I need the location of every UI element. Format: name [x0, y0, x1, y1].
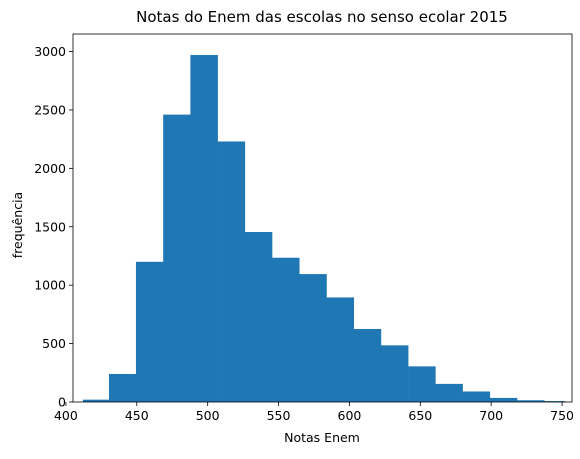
- x-tick-label: 550: [267, 408, 291, 423]
- x-tick-label: 750: [550, 408, 574, 423]
- histogram-bar: [190, 55, 218, 403]
- histogram-bar: [353, 328, 382, 402]
- y-tick-label: 2500: [34, 102, 66, 117]
- bars-group: [82, 55, 566, 403]
- histogram-bar: [272, 257, 300, 402]
- histogram-bar: [244, 232, 273, 402]
- x-tick-label: 700: [479, 408, 503, 423]
- histogram-bar: [109, 373, 137, 402]
- histogram-bar: [544, 401, 566, 402]
- y-axis-label: frequência: [10, 192, 25, 258]
- x-tick-label: 650: [408, 408, 432, 423]
- histogram-bar: [462, 391, 491, 402]
- y-axis-ticks: 0 500 1000 1500 2000 2500 3000: [34, 44, 73, 410]
- histogram-bar: [135, 261, 164, 402]
- histogram-bar: [217, 141, 246, 402]
- x-axis-label: Notas Enem: [284, 430, 360, 445]
- histogram-bar: [435, 383, 463, 402]
- plot-frame: [72, 33, 573, 403]
- y-tick-label: 0: [58, 395, 66, 410]
- y-tick-label: 2000: [34, 161, 66, 176]
- y-tick-label: 1000: [34, 278, 66, 293]
- y-tick-label: 3000: [34, 44, 66, 59]
- histogram-bar: [489, 397, 518, 402]
- x-tick-label: 500: [196, 408, 220, 423]
- histogram-bar: [326, 297, 354, 402]
- histogram-bar: [380, 345, 409, 402]
- histogram-bar: [163, 114, 191, 402]
- x-tick-label: 450: [125, 408, 149, 423]
- y-tick-label: 1500: [34, 219, 66, 234]
- x-tick-label: 600: [338, 408, 362, 423]
- histogram-bar: [516, 400, 545, 402]
- x-axis-ticks: 400 450 500 550 600 650 700 750: [54, 402, 574, 423]
- x-tick-label: 400: [54, 408, 78, 423]
- chart-title: Notas do Enem das escolas no senso ecola…: [136, 8, 508, 26]
- histogram-bar: [408, 366, 436, 402]
- histogram-bar: [299, 274, 327, 402]
- histogram-bar: [82, 399, 110, 402]
- y-tick-label: 500: [42, 336, 66, 351]
